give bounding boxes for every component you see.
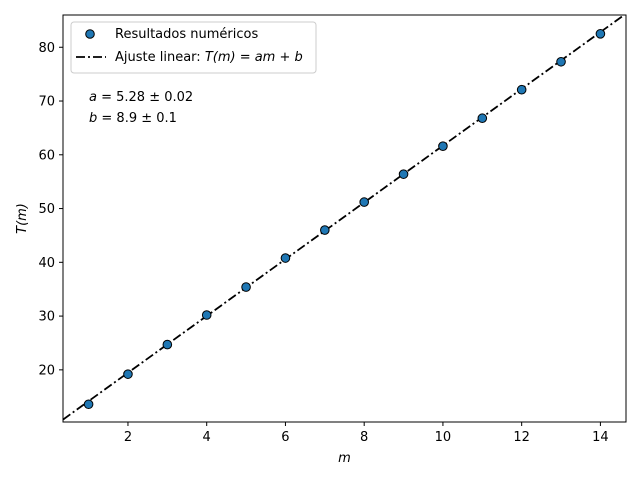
data-point <box>280 253 291 263</box>
data-point <box>477 113 488 124</box>
legend-label-fit-prefix: Ajuste linear: <box>115 50 205 65</box>
data-point <box>556 56 566 67</box>
data-point <box>201 310 212 320</box>
x-tick-label: 6 <box>281 430 289 445</box>
data-point <box>516 84 527 95</box>
legend-label-fit: Ajuste linear: T(m) = am + b <box>115 50 303 65</box>
y-tick-label: 50 <box>38 202 55 217</box>
legend-label-fit-math: T(m) = am + b <box>205 50 303 65</box>
data-point <box>359 197 369 207</box>
x-tick-label: 2 <box>124 430 132 445</box>
annotations: a = 5.28 ± 0.02b = 8.9 ± 0.1 <box>89 90 193 126</box>
legend-label-scatter: Resultados numéricos <box>115 27 258 42</box>
legend-marker-scatter <box>85 29 95 39</box>
fit-parameter-annotation: b = 8.9 ± 0.1 <box>89 111 177 126</box>
x-tick-label: 12 <box>513 430 530 445</box>
plot-frame <box>62 14 627 423</box>
y-tick-label: 70 <box>38 95 55 110</box>
fit-line <box>63 15 626 421</box>
data-point <box>123 369 133 379</box>
data-point <box>595 29 606 39</box>
fit-parameter-annotation: a = 5.28 ± 0.02 <box>89 90 193 105</box>
chart-marks <box>63 15 626 421</box>
x-tick-label: 14 <box>592 430 609 445</box>
fit-parameter-symbol: b <box>89 111 97 126</box>
y-tick-label: 40 <box>38 256 55 271</box>
data-point <box>83 399 94 410</box>
data-point <box>398 169 409 179</box>
fit-parameter-value: = 5.28 ± 0.02 <box>97 90 193 105</box>
fit-parameter-value: = 8.9 ± 0.1 <box>97 111 177 126</box>
data-point <box>241 282 251 292</box>
y-tick-label: 80 <box>38 41 55 56</box>
y-tick-label: 20 <box>38 363 55 378</box>
plot-background <box>63 15 626 422</box>
data-point <box>438 141 448 151</box>
legend: Resultados numéricos Ajuste linear: T(m) … <box>70 21 317 74</box>
x-tick-label: 10 <box>435 430 452 445</box>
x-tick-label: 4 <box>203 430 211 445</box>
x-axis-label: m <box>338 451 351 466</box>
fit-parameter-symbol: a <box>89 90 97 105</box>
y-tick-label: 30 <box>38 310 55 325</box>
data-point <box>320 225 330 235</box>
x-tick-label: 8 <box>360 430 368 445</box>
chart-axes: 2 4 6 8 10 12 14 20 30 40 50 60 70 80 m T(m) <box>15 14 627 466</box>
y-tick-label: 60 <box>38 148 55 163</box>
data-point <box>162 339 173 350</box>
legend-box <box>70 21 317 74</box>
y-axis-label: T(m) <box>15 203 30 234</box>
